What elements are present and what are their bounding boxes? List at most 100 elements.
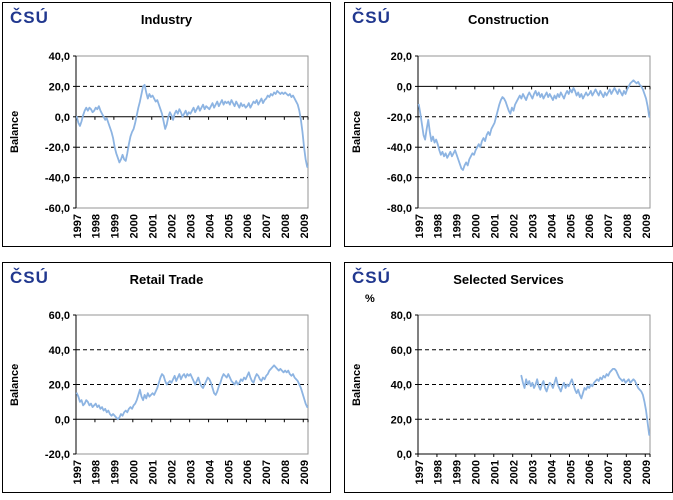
x-tick-label: 2002: [508, 214, 520, 238]
y-axis-title: Balance: [351, 110, 363, 154]
x-tick-label: 2008: [280, 460, 292, 484]
selected-services-series-line: [520, 367, 651, 436]
x-tick-label: 2000: [129, 214, 141, 238]
y-tick-label: -60,0: [387, 173, 412, 185]
x-tick-label: 2009: [299, 460, 311, 484]
x-axis: [417, 85, 651, 90]
x-tick-label: 2002: [166, 214, 178, 238]
x-tick-label: 2007: [603, 460, 615, 484]
gridlines: [418, 349, 650, 420]
y-axis: 20,0 0,0 -20,0 -40,0 -60,0 -80,0: [387, 51, 419, 215]
y-tick-label: 0,0: [397, 449, 412, 461]
x-tick-label: 2001: [148, 460, 160, 484]
y-axis-title: Balance: [9, 363, 21, 406]
x-tick-label: 2006: [584, 460, 596, 484]
x-tick-label: 2000: [471, 460, 483, 484]
csu-logo: ČSÚ: [10, 268, 49, 287]
x-tick-label: 2003: [527, 214, 539, 238]
y-tick-label: 20,0: [391, 414, 412, 426]
x-tick-label: 2004: [204, 213, 216, 238]
x-tick-label: 2008: [622, 214, 634, 238]
chart-title: Construction: [468, 12, 549, 27]
y-tick-label: 40,0: [49, 345, 70, 357]
x-tick-label: 2005: [223, 214, 235, 238]
x-tick-label: 2007: [261, 460, 273, 484]
x-tick-label: 2001: [490, 214, 502, 238]
x-tick-label: 1999: [452, 214, 464, 238]
chart-panel-construction: ČSÚ Construction Balance 20,0 0,0 -20,0 -40…: [344, 2, 673, 247]
y-tick-label: -20,0: [45, 449, 70, 461]
x-axis: [75, 116, 309, 120]
x-tick-labels: 1997 1998 1999 2000 2001 2002 2003 2004 2005 2006…: [414, 459, 653, 484]
x-tick-label: 2003: [527, 460, 539, 484]
y-axis-title: Balance: [9, 110, 21, 154]
x-tick-label: 2003: [185, 460, 197, 484]
x-tick-label: 2000: [129, 460, 141, 484]
y-axis: 60,0 40,0 20,0 0,0 -20,0: [45, 310, 77, 461]
y-tick-label: 40,0: [49, 51, 70, 63]
x-tick-label: 2006: [242, 460, 254, 484]
x-tick-label: 1997: [72, 214, 84, 238]
x-tick-label: 2009: [641, 214, 653, 238]
x-tick-label: 2004: [546, 459, 558, 484]
chart-title: Retail Trade: [129, 272, 204, 287]
x-tick-label: 2004: [204, 459, 216, 484]
x-tick-label: 2000: [471, 214, 483, 238]
y-tick-label: -20,0: [45, 142, 70, 154]
y-tick-label: 20,0: [49, 380, 70, 392]
y-tick-label: 0,0: [55, 414, 70, 426]
x-tick-label: 2002: [508, 460, 520, 484]
x-tick-label: 2007: [603, 214, 615, 238]
x-tick-label: 2005: [565, 214, 577, 238]
chart-title: Selected Services: [453, 272, 564, 287]
y-axis: 40,0 20,0 0,0 -20,0 -40,0 -60,0: [45, 51, 77, 215]
x-tick-label: 1997: [414, 460, 426, 484]
csu-logo: ČSÚ: [352, 268, 391, 287]
retail-trade-series-line: [75, 364, 309, 421]
y-tick-label: 80,0: [391, 310, 412, 322]
x-tick-label: 2001: [490, 460, 502, 484]
y-axis-title: Balance: [351, 363, 363, 406]
x-tick-label: 1998: [433, 214, 445, 238]
csu-logo: ČSÚ: [10, 8, 49, 27]
plot-frame: [417, 55, 651, 209]
y-tick-label: 40,0: [391, 380, 412, 392]
x-tick-label: 2006: [242, 214, 254, 238]
y-tick-label: -40,0: [387, 142, 412, 154]
construction-series-line: [417, 79, 651, 171]
x-tick-labels: 1997 1998 1999 2000 2001 2002 2003 2004 2005 2006…: [72, 213, 311, 238]
y-tick-label: -80,0: [387, 203, 412, 215]
x-tick-label: 1997: [414, 214, 426, 238]
x-tick-label: 1999: [110, 214, 122, 238]
x-tick-label: 2002: [166, 460, 178, 484]
x-tick-label: 2008: [622, 460, 634, 484]
y-tick-label: -40,0: [45, 173, 70, 185]
chart-panel-retail-trade: ČSÚ Retail Trade Balance 60,0 40,0 20,0 0,0…: [2, 262, 331, 493]
x-tick-label: 1998: [433, 460, 445, 484]
x-tick-label: 1999: [110, 460, 122, 484]
x-tick-label: 2003: [185, 214, 197, 238]
x-tick-labels: 1997 1998 1999 2000 2001 2002 2003 2004 2005 2006…: [72, 459, 311, 484]
x-tick-labels: 1997 1998 1999 2000 2001 2002 2003 2004 2005 2006…: [414, 213, 653, 238]
x-tick-label: 2007: [261, 214, 273, 238]
unit-label: %: [365, 293, 375, 305]
csu-logo: ČSÚ: [352, 8, 391, 27]
chart-panel-selected-services: ČSÚ Selected Services Balance % 80,0 60,0…: [344, 262, 673, 493]
gridlines: [76, 349, 308, 385]
y-tick-label: 20,0: [391, 51, 412, 63]
x-tick-label: 2004: [546, 213, 558, 238]
y-tick-label: 60,0: [391, 345, 412, 357]
chart-title: Industry: [140, 12, 193, 27]
x-tick-label: 2009: [299, 214, 311, 238]
industry-series-line: [75, 83, 309, 168]
x-tick-label: 1997: [72, 460, 84, 484]
x-tick-label: 2001: [148, 214, 160, 238]
y-tick-label: 0,0: [55, 112, 70, 124]
y-tick-label: 0,0: [397, 81, 412, 93]
x-axis: [75, 418, 309, 423]
